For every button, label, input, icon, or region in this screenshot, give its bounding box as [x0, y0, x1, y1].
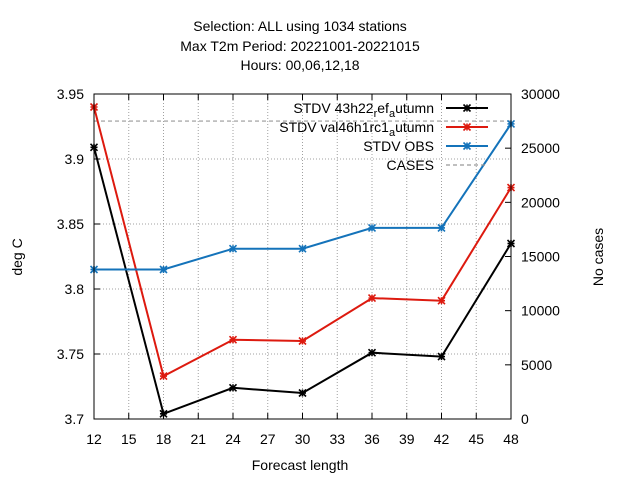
x-tick-label: 36 [364, 431, 380, 447]
axis-ticks: 12 15 18 21 24 27 30 33 36 39 42 45 48 3.7 3.75 3.8 3.85… [57, 86, 560, 447]
y-tick-label: 3.9 [65, 151, 85, 167]
y2-tick-label: 15000 [521, 249, 560, 265]
data-point-marker [437, 352, 446, 361]
data-point-marker [228, 383, 238, 392]
x-tick-label: 30 [295, 431, 311, 447]
x-tick-label: 33 [329, 431, 345, 447]
y2-tick-label: 5000 [521, 357, 552, 373]
y2-tick-label: 10000 [521, 303, 560, 319]
x-tick-label: 48 [503, 431, 519, 447]
y-tick-label: 3.85 [57, 216, 84, 232]
legend-item-3: CASES [387, 157, 488, 173]
y2-tick-label: 0 [521, 411, 529, 427]
y-tick-label: 3.7 [65, 411, 85, 427]
y-tick-label: 3.8 [65, 281, 85, 297]
data-point-marker [298, 388, 307, 398]
x-tick-label: 18 [156, 431, 172, 447]
data-point-marker [159, 265, 168, 274]
legend-item-0: STDV 43h22refautumn [293, 100, 488, 120]
data-point-marker [367, 294, 377, 303]
x-tick-label: 42 [434, 431, 450, 447]
legend-marker [462, 141, 472, 151]
x-tick-label: 21 [190, 431, 206, 447]
y2-tick-label: 20000 [521, 194, 560, 210]
data-point-marker [228, 335, 238, 344]
data-point-marker [367, 223, 377, 232]
x-tick-label: 15 [121, 431, 137, 447]
y2-axis-label: No cases [590, 228, 606, 286]
x-tick-label: 12 [86, 431, 102, 447]
x-tick-label: 27 [260, 431, 276, 447]
x-tick-label: 24 [225, 431, 241, 447]
legend-marker [462, 103, 472, 113]
legend-label: STDV val46h1rc1autumn [279, 119, 434, 139]
data-point-marker [228, 244, 238, 253]
grid [94, 94, 511, 419]
legend-label: STDV 43h22refautumn [293, 100, 434, 120]
legend-marker [462, 122, 472, 132]
legend-item-2: STDV OBS [363, 138, 488, 154]
x-tick-label: 45 [468, 431, 484, 447]
data-point-marker [298, 244, 307, 253]
data-point-marker [367, 348, 377, 357]
chart-title-line-2: Max T2m Period: 20221001-20221015 [180, 38, 420, 54]
y2-tick-label: 30000 [521, 86, 560, 102]
x-axis-label: Forecast length [252, 457, 349, 473]
legend-item-1: STDV val46h1rc1autumn [279, 119, 488, 139]
y-tick-label: 3.95 [57, 86, 84, 102]
data-point-marker [437, 296, 446, 305]
y-tick-label: 3.75 [57, 346, 84, 362]
chart-title-line-3: Hours: 00,06,12,18 [240, 57, 360, 73]
data-point-marker [159, 372, 168, 381]
data-point-marker [298, 336, 307, 346]
y-axis-label: deg C [9, 238, 25, 275]
x-tick-label: 39 [399, 431, 415, 447]
legend-label: STDV OBS [363, 138, 434, 154]
y2-tick-label: 25000 [521, 140, 560, 156]
chart-title-line-1: Selection: ALL using 1034 stations [193, 18, 407, 34]
data-point-marker [437, 223, 446, 232]
legend-label: CASES [387, 157, 434, 173]
